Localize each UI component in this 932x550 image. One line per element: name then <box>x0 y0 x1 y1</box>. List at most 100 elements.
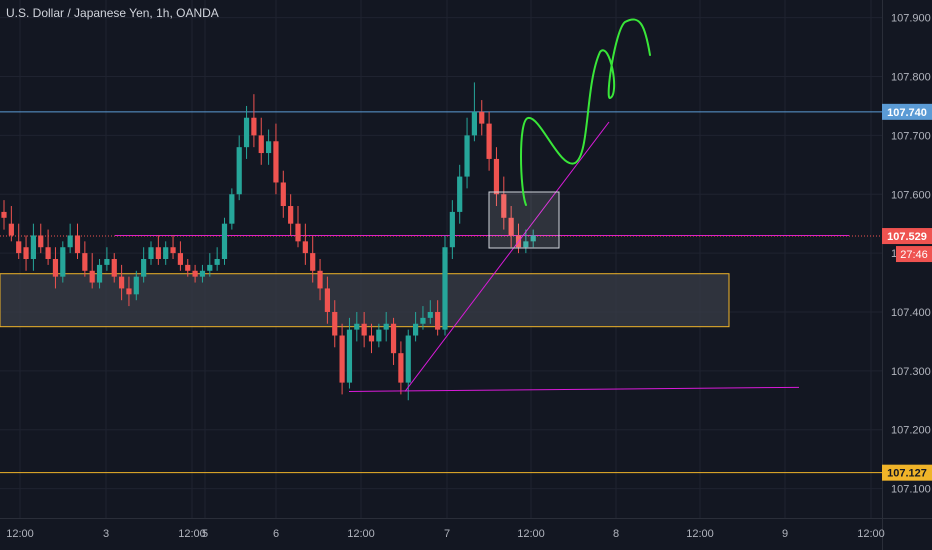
time-tick-label: 12:00 <box>517 528 545 540</box>
price-tick-label: 107.900 <box>891 13 931 25</box>
candle-body[interactable] <box>479 111 485 124</box>
candle-body[interactable] <box>170 247 176 254</box>
candle-body[interactable] <box>288 206 294 224</box>
price-tick-label: 107.100 <box>891 484 931 496</box>
candle-body[interactable] <box>111 259 117 277</box>
ascending-trend-line[interactable] <box>404 121 610 392</box>
candle-body[interactable] <box>302 241 308 254</box>
candle-body[interactable] <box>1 211 7 218</box>
time-axis[interactable]: 12:00 3 12:005 6 12:00 7 12:00 8 12:00 9 12:00 <box>0 518 932 541</box>
last-price-badge-bg <box>882 228 932 245</box>
candle-body[interactable] <box>464 135 470 177</box>
candle-body[interactable] <box>236 147 242 195</box>
candle-body[interactable] <box>420 317 426 324</box>
candle-body[interactable] <box>133 276 139 295</box>
candle-body[interactable] <box>435 311 441 330</box>
candle-body[interactable] <box>67 235 73 248</box>
candle-body[interactable] <box>508 217 514 236</box>
candle-body[interactable] <box>119 276 125 289</box>
candle-body[interactable] <box>332 311 338 336</box>
candle-body[interactable] <box>427 311 433 318</box>
candle-body[interactable] <box>74 235 81 254</box>
candle-body[interactable] <box>310 253 316 271</box>
candle-body[interactable] <box>266 141 272 154</box>
candle-body[interactable] <box>442 247 448 330</box>
candle-body[interactable] <box>523 241 529 248</box>
candle-body[interactable] <box>82 253 88 271</box>
candle-body[interactable] <box>390 323 397 354</box>
candle-body[interactable] <box>457 176 463 212</box>
candle-body[interactable] <box>185 264 191 271</box>
candle-body[interactable] <box>148 247 154 259</box>
candle-body[interactable] <box>96 264 103 283</box>
resistance-price-badge: 107.740 <box>887 107 927 119</box>
drawings[interactable] <box>348 18 800 392</box>
support-price-badge-bg <box>882 464 932 481</box>
candles[interactable] <box>1 82 536 401</box>
candle-body[interactable] <box>251 117 257 136</box>
candle-body[interactable] <box>530 235 536 242</box>
candle-body[interactable] <box>214 259 220 265</box>
time-tick-label: 12:00 <box>857 528 885 540</box>
candle-body[interactable] <box>339 335 345 383</box>
projection-arrow[interactable] <box>520 18 651 206</box>
candle-body[interactable] <box>317 270 323 289</box>
candle-body[interactable] <box>376 329 382 342</box>
candle-body[interactable] <box>449 211 455 248</box>
candle-body[interactable] <box>52 259 59 277</box>
candle-body[interactable] <box>199 270 206 277</box>
candle-body[interactable] <box>413 323 419 336</box>
candle-body[interactable] <box>30 235 36 259</box>
candle-body[interactable] <box>361 323 367 336</box>
candle-body[interactable] <box>383 323 389 330</box>
horizontal-lines[interactable] <box>0 111 882 474</box>
candle-body[interactable] <box>501 194 507 218</box>
candle-body[interactable] <box>354 323 360 330</box>
candle-body[interactable] <box>280 182 286 207</box>
candle-body[interactable] <box>295 223 301 242</box>
candle-body[interactable] <box>60 247 66 277</box>
candle-body[interactable] <box>486 123 492 159</box>
candle-body[interactable] <box>405 335 411 383</box>
bottom-trend-line[interactable] <box>348 386 800 392</box>
candle-body[interactable] <box>493 158 500 195</box>
candle-body[interactable] <box>207 264 213 271</box>
time-tick-label: 8 <box>613 528 619 540</box>
price-axis[interactable]: 107.900107.800107.700107.600107.500107.4… <box>882 0 932 550</box>
candle-body[interactable] <box>155 247 161 259</box>
candle-body[interactable] <box>398 353 404 383</box>
candle-body[interactable] <box>221 223 228 259</box>
price-tick-label: 107.400 <box>891 307 931 319</box>
candle-body[interactable] <box>346 329 353 383</box>
candle-body[interactable] <box>368 335 375 342</box>
countdown-badge-bg <box>896 246 932 263</box>
candle-body[interactable] <box>177 253 183 265</box>
candle-body[interactable] <box>104 259 110 265</box>
candle-body[interactable] <box>89 270 95 283</box>
candle-body[interactable] <box>45 247 51 259</box>
candle-body[interactable] <box>23 247 29 259</box>
candle-body[interactable] <box>38 235 44 248</box>
time-tick-label: 9 <box>782 528 788 540</box>
candle-body[interactable] <box>163 247 169 259</box>
candle-body[interactable] <box>8 223 14 236</box>
candle-body[interactable] <box>243 117 250 148</box>
candle-body[interactable] <box>324 288 330 312</box>
candle-body[interactable] <box>258 135 264 154</box>
price-tick-label: 107.800 <box>891 72 931 84</box>
candle-body[interactable] <box>273 141 279 183</box>
time-tick-label: 7 <box>444 528 450 540</box>
candle-body[interactable] <box>16 241 22 254</box>
time-tick-label: 12:00 <box>6 528 34 540</box>
candle-body[interactable] <box>192 270 198 277</box>
candle-body[interactable] <box>126 288 132 295</box>
price-tick-label: 107.300 <box>891 366 931 378</box>
chart-title: U.S. Dollar / Japanese Yen, 1h, OANDA <box>6 6 219 20</box>
time-tick-label: 6 <box>273 528 279 540</box>
candle-body[interactable] <box>229 194 235 224</box>
time-tick-label: 12:00 <box>178 528 206 540</box>
candle-body[interactable] <box>471 111 477 136</box>
candle-body[interactable] <box>141 259 147 277</box>
support-price-badge: 107.127 <box>887 468 927 480</box>
